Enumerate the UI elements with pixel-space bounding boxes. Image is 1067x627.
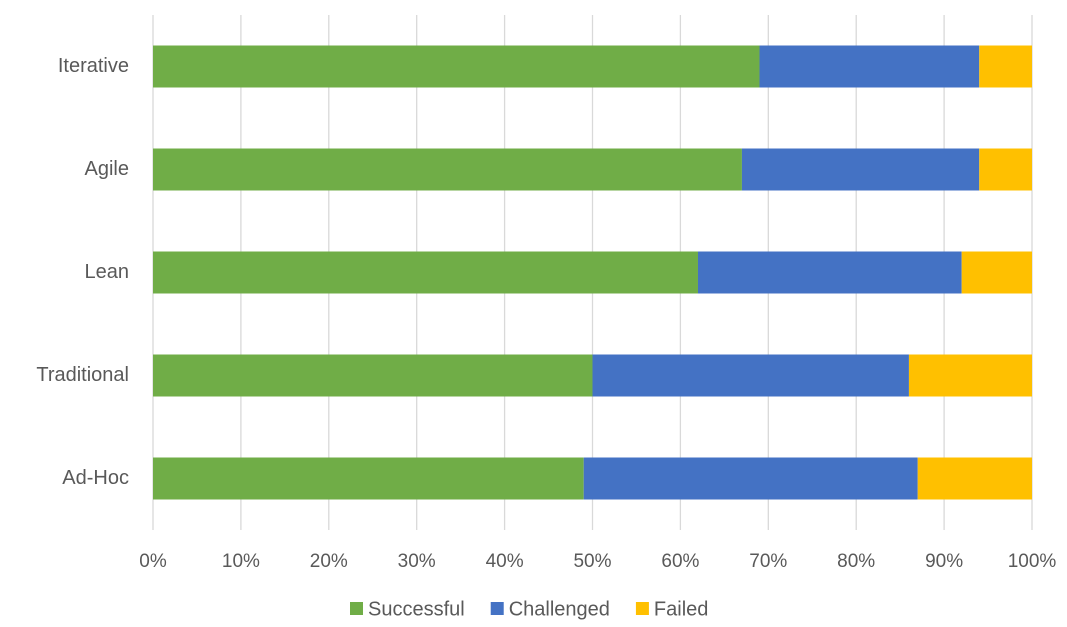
- bar-segment: [583, 457, 918, 500]
- legend-label: Challenged: [509, 598, 610, 620]
- x-tick-label: 40%: [486, 551, 524, 572]
- x-tick-label: 80%: [837, 551, 875, 572]
- legend-swatch: [350, 602, 363, 615]
- x-tick-label: 90%: [925, 551, 963, 572]
- bar-segment: [153, 148, 742, 191]
- y-tick-label: Lean: [85, 261, 130, 283]
- x-tick-label: 30%: [398, 551, 436, 572]
- x-tick-label: 50%: [573, 551, 611, 572]
- bar-segment: [153, 251, 698, 294]
- bar-segment: [979, 45, 1032, 88]
- legend-swatch: [490, 602, 504, 615]
- legend-label: Failed: [654, 598, 708, 620]
- y-tick-label: Traditional: [36, 364, 129, 386]
- x-tick-label: 100%: [1008, 551, 1057, 572]
- x-tick-label: 20%: [310, 551, 348, 572]
- x-tick-label: 10%: [222, 551, 260, 572]
- bar-segment: [961, 251, 1032, 294]
- bar-segment: [741, 148, 980, 191]
- bar-segment: [908, 354, 1032, 397]
- y-tick-label: Agile: [85, 158, 129, 180]
- bar-segment: [759, 45, 980, 88]
- bar-segment: [979, 148, 1032, 191]
- bar-segment: [153, 354, 593, 397]
- legend-swatch: [635, 602, 649, 615]
- bar-segment: [697, 251, 962, 294]
- bar-segment: [153, 457, 584, 500]
- legend-label: Successful: [368, 598, 465, 620]
- x-tick-label: 70%: [749, 551, 787, 572]
- bar-segment: [592, 354, 909, 397]
- bar-segment: [917, 457, 1032, 500]
- y-tick-label: Iterative: [58, 55, 129, 77]
- y-tick-label: Ad-Hoc: [62, 467, 129, 489]
- x-tick-label: 0%: [139, 551, 167, 572]
- x-tick-label: 60%: [661, 551, 699, 572]
- bar-segment: [153, 45, 760, 88]
